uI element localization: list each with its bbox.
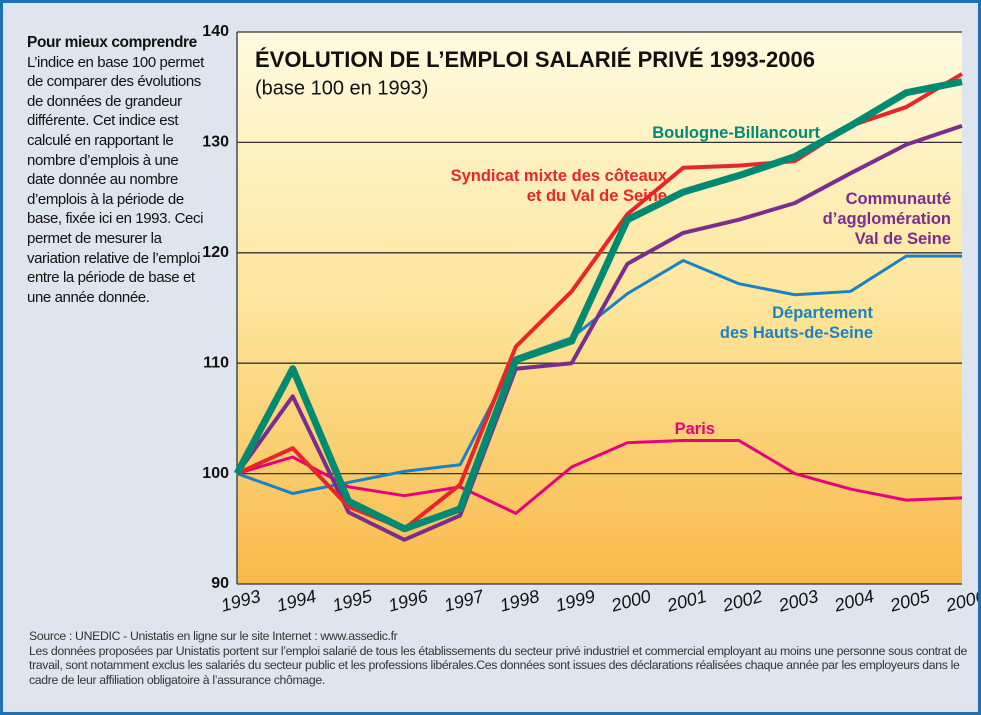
- footer: Source : UNEDIC - Unistatis en ligne sur…: [29, 629, 974, 687]
- chart-subtitle: (base 100 en 1993): [255, 77, 428, 99]
- series-line: [233, 78, 963, 533]
- x-tick-label: 1994: [275, 586, 319, 616]
- x-tick-label: 1996: [386, 586, 431, 616]
- series-label: Syndicat mixte des côteaux et du Val de S…: [451, 167, 668, 205]
- x-tick-label: 1997: [442, 586, 487, 616]
- series-label: Communauté d’agglomération Val de Seine: [823, 190, 951, 248]
- series-line: [236, 438, 963, 515]
- plot-area: [237, 32, 962, 584]
- chart-title: ÉVOLUTION DE L’EMPLOI SALARIÉ PRIVÉ 1993…: [255, 47, 815, 72]
- x-tick-label: 2006: [943, 586, 978, 616]
- x-tick-label: 2003: [775, 586, 820, 616]
- chart: ÉVOLUTION DE L’EMPLOI SALARIÉ PRIVÉ 1993…: [202, 23, 978, 616]
- series-label: Boulogne-Billancourt: [652, 124, 820, 142]
- y-tick-label: 90: [211, 575, 229, 592]
- y-tick-label: 130: [202, 134, 229, 151]
- sidebar-heading: Pour mieux comprendre: [27, 34, 197, 51]
- sidebar: Pour mieux comprendre L’indice en base 10…: [27, 33, 205, 307]
- note: Les données proposées par Unistatis port…: [29, 643, 968, 687]
- x-tick-label: 2005: [887, 586, 933, 616]
- y-tick-label: 140: [202, 23, 229, 40]
- y-tick-label: 100: [202, 465, 229, 482]
- series-line: [235, 123, 963, 542]
- sidebar-text: L’indice en base 100 permet de comparer …: [27, 53, 204, 306]
- y-tick-label: 120: [202, 244, 229, 261]
- x-tick-label: 1995: [330, 586, 375, 616]
- x-tick-label: 2002: [720, 586, 765, 616]
- series-label: Paris: [675, 420, 715, 438]
- source: Source : UNEDIC - Unistatis en ligne sur…: [29, 629, 398, 643]
- x-tick-label: 2001: [664, 586, 709, 616]
- x-tick-label: 2004: [831, 586, 876, 616]
- y-tick-label: 110: [203, 354, 229, 371]
- series-label: Département des Hauts-de-Seine: [720, 304, 874, 342]
- x-tick-label: 1999: [553, 586, 597, 616]
- x-tick-label: 2000: [608, 586, 653, 616]
- x-tick-label: 1998: [498, 586, 542, 616]
